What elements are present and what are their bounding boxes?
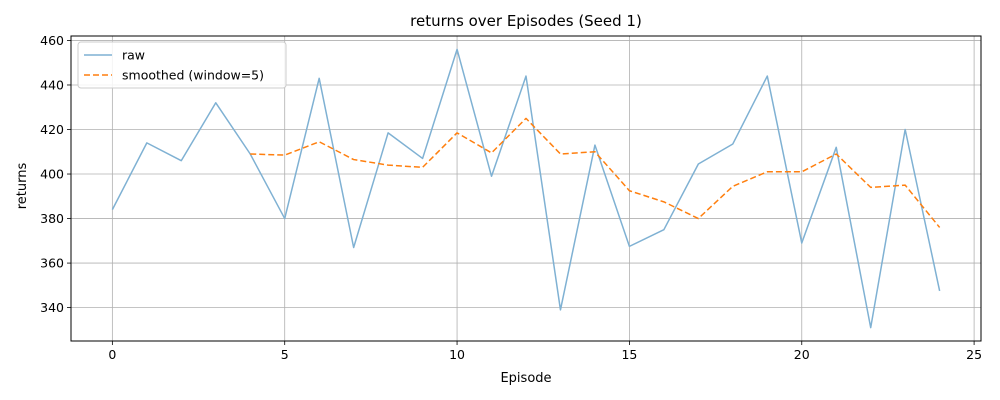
legend-label: smoothed (window=5) (122, 68, 264, 83)
y-tick-label: 400 (40, 167, 64, 182)
y-axis: 340 360 380 400 420 440 460 (40, 33, 71, 315)
x-tick-label: 20 (794, 347, 810, 362)
x-tick-label: 15 (621, 347, 637, 362)
x-tick-label: 5 (281, 347, 289, 362)
y-tick-label: 340 (40, 300, 64, 315)
legend-label: raw (122, 48, 145, 63)
y-tick-label: 440 (40, 77, 64, 92)
series-layer (111, 48, 941, 329)
y-tick-label: 460 (40, 33, 64, 48)
legend: raw smoothed (window=5) (77, 41, 287, 89)
plot-frame (70, 35, 982, 342)
x-tick-label: 0 (108, 347, 116, 362)
series-line-smoothed (250, 117, 941, 228)
chart-title: returns over Episodes (Seed 1) (410, 12, 642, 30)
x-axis: 0 5 10 15 20 25 (108, 341, 982, 362)
y-tick-label: 420 (40, 122, 64, 137)
x-tick-label: 10 (449, 347, 465, 362)
series-line-raw (111, 48, 941, 329)
legend-box (77, 41, 287, 89)
x-tick-label: 25 (966, 347, 982, 362)
y-tick-label: 360 (40, 256, 64, 271)
y-tick-label: 380 (40, 211, 64, 226)
x-axis-label: Episode (500, 371, 551, 386)
y-axis-label: returns (15, 163, 30, 210)
